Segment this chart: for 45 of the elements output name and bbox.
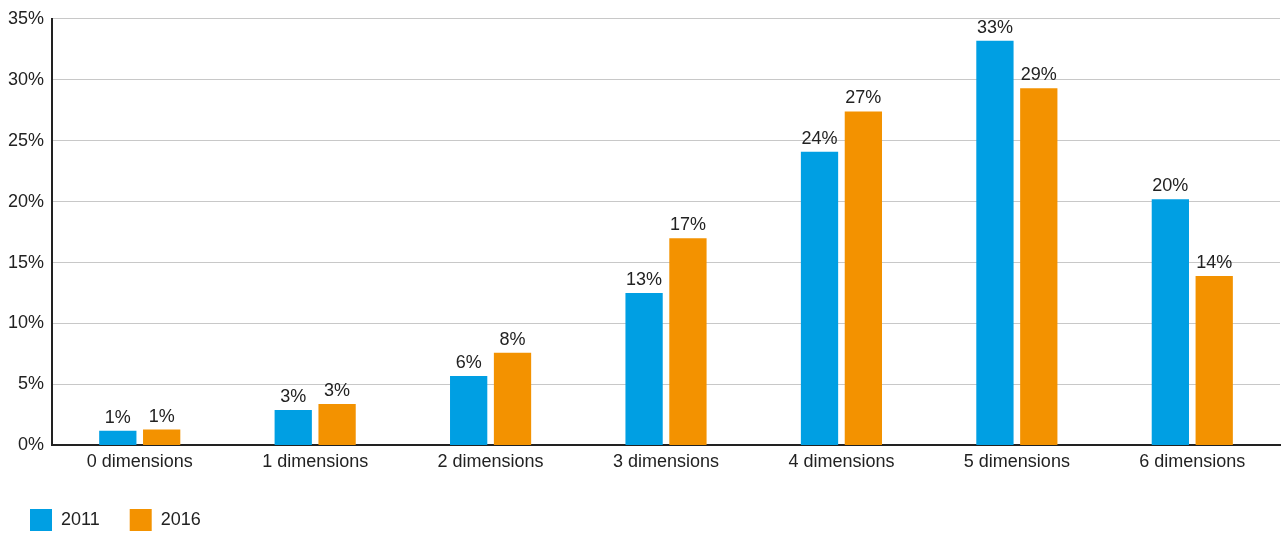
bar [844, 111, 883, 445]
bar [318, 403, 356, 445]
data-label: 33% [976, 16, 1013, 37]
data-label: 14% [1196, 251, 1233, 272]
legend-label: 2011 [61, 508, 100, 529]
bar [274, 410, 312, 445]
y-tick-label: 30% [8, 68, 45, 89]
bar [450, 375, 488, 445]
data-label: 3% [324, 379, 351, 400]
data-label: 1% [104, 406, 131, 427]
y-tick-label: 5% [18, 373, 45, 394]
data-label: 17% [669, 214, 706, 235]
data-label: 13% [626, 269, 663, 290]
y-tick-label: 35% [8, 7, 45, 28]
x-tick-label: 6 dimensions [1139, 451, 1246, 472]
x-tick-label: 2 dimensions [437, 451, 544, 472]
y-tick-label: 0% [18, 434, 45, 455]
bar [976, 40, 1014, 445]
x-tick-label: 5 dimensions [963, 451, 1070, 472]
data-label: 6% [455, 351, 482, 372]
data-label: 8% [499, 328, 526, 349]
data-label: 29% [1020, 64, 1057, 85]
y-tick-label: 20% [8, 190, 45, 211]
data-label: 27% [845, 87, 882, 108]
bar [493, 352, 532, 445]
bar [800, 151, 839, 445]
data-label: 3% [280, 386, 307, 407]
x-tick-label: 4 dimensions [788, 451, 895, 472]
x-tick-label: 3 dimensions [612, 451, 720, 472]
data-label: 1% [148, 405, 175, 426]
y-tick-label: 25% [8, 129, 45, 150]
legend-label: 2016 [160, 508, 201, 529]
x-tick-label: 1 dimensions [262, 451, 369, 472]
x-tick-label: 0 dimensions [86, 451, 193, 472]
bar [669, 238, 707, 445]
bar [99, 430, 137, 445]
bar [625, 293, 663, 445]
bar [1151, 199, 1189, 445]
y-tick-label: 15% [8, 251, 45, 272]
bar [1195, 275, 1233, 445]
bar [1020, 88, 1058, 445]
data-label: 20% [1152, 175, 1189, 196]
data-label: 24% [801, 127, 838, 148]
bar [143, 429, 181, 445]
y-tick-label: 10% [8, 312, 45, 333]
